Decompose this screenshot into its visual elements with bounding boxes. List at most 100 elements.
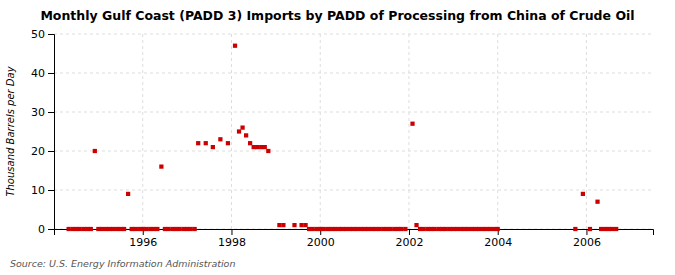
point	[355, 227, 359, 231]
point	[433, 227, 437, 231]
point	[614, 227, 618, 231]
point	[444, 227, 448, 231]
y-tick-mark	[48, 229, 54, 230]
plot-area: 1996 1998 2000 2002 2004 2006 0 10 20 30 40 50	[31, 28, 654, 249]
y-tick-mark	[48, 112, 54, 113]
point	[399, 227, 403, 231]
y-tick-label: 10	[31, 184, 45, 197]
point	[455, 227, 459, 231]
point	[111, 227, 115, 231]
point	[573, 227, 577, 231]
y-tick-mark	[48, 34, 54, 35]
grid-line-y	[54, 34, 653, 35]
point	[581, 192, 585, 196]
y-tick-mark	[48, 151, 54, 152]
grid-line-y	[54, 112, 653, 113]
point	[322, 227, 326, 231]
source: Source: U.S. Energy Information Administ…	[10, 258, 235, 269]
grid-line-x	[231, 34, 232, 229]
point	[226, 141, 230, 145]
point	[211, 145, 215, 149]
point	[410, 122, 414, 126]
point	[595, 200, 599, 204]
point	[244, 133, 248, 137]
y-axis-line	[48, 35, 55, 230]
point	[122, 227, 126, 231]
x-tick: 1996	[129, 229, 157, 249]
grid-line-x	[142, 34, 143, 229]
point	[126, 192, 130, 196]
grid	[54, 34, 653, 229]
point	[189, 227, 193, 231]
point	[403, 227, 407, 231]
x-tick: 2000	[307, 229, 335, 249]
point	[377, 227, 381, 231]
y-tick-label: 20	[31, 145, 45, 158]
point	[388, 227, 392, 231]
point	[333, 227, 337, 231]
y-tick-label: 50	[31, 28, 45, 41]
point	[166, 227, 170, 231]
x-tick-mark	[231, 229, 232, 235]
point	[311, 227, 315, 231]
point	[488, 227, 492, 231]
y-tick: 30	[31, 106, 54, 119]
grid-line-x	[586, 34, 587, 229]
point	[496, 227, 500, 231]
chart: 19961998200020022004200601020304050Month…	[0, 0, 675, 275]
y-axis-title: Thousand Barrels per Day	[5, 65, 16, 196]
point	[277, 223, 281, 227]
y-tick-label: 40	[31, 67, 45, 80]
point	[344, 227, 348, 231]
x-tick-mark	[409, 229, 410, 235]
x-tick-label: 2002	[395, 236, 423, 249]
point	[89, 227, 93, 231]
point	[588, 227, 592, 231]
point	[237, 129, 241, 133]
y-tick-mark	[48, 73, 54, 74]
point	[303, 223, 307, 227]
point	[466, 227, 470, 231]
y-axis: 0 10 20 30 40 50	[31, 28, 55, 236]
points	[67, 44, 619, 232]
x-tick: 2004	[484, 229, 512, 249]
y-tick-label: 0	[38, 223, 45, 236]
grid-line-y	[54, 73, 653, 74]
y-tick: 10	[31, 184, 54, 197]
point	[159, 164, 163, 168]
x-tick: 2002	[395, 229, 423, 249]
point	[133, 227, 137, 231]
point	[266, 149, 270, 153]
point	[100, 227, 104, 231]
x-tick-label: 2006	[573, 236, 601, 249]
point	[218, 137, 222, 141]
point	[155, 227, 159, 231]
grid-line-x	[497, 34, 498, 229]
y-tick: 40	[31, 67, 54, 80]
x-axis: 1996 1998 2000 2002 2004 2006	[55, 229, 654, 249]
point	[414, 223, 418, 227]
y-tick-label: 30	[31, 106, 45, 119]
point	[366, 227, 370, 231]
point	[299, 223, 303, 227]
grid-line-y	[54, 190, 653, 191]
x-tick-label: 1998	[218, 236, 246, 249]
point	[233, 44, 237, 48]
y-tick: 20	[31, 145, 54, 158]
grid-line-x	[408, 34, 409, 229]
grid-line-x	[320, 34, 321, 229]
point	[292, 223, 296, 227]
point	[599, 227, 603, 231]
x-tick-label: 2004	[484, 236, 512, 249]
point	[196, 141, 200, 145]
point	[67, 227, 71, 231]
x-tick: 1998	[218, 229, 246, 249]
x-tick-label: 1996	[129, 236, 157, 249]
y-tick-mark	[48, 190, 54, 191]
point	[610, 227, 614, 231]
point	[193, 227, 197, 231]
point	[421, 227, 425, 231]
point	[144, 227, 148, 231]
point	[240, 125, 244, 129]
x-tick-label: 2000	[307, 236, 335, 249]
